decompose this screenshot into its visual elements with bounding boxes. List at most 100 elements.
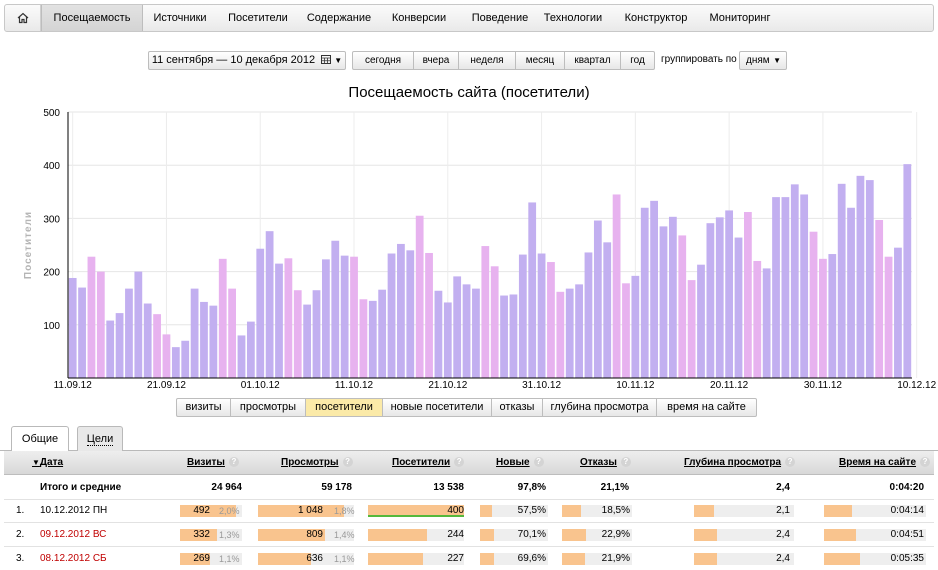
chart-bar[interactable]	[284, 258, 293, 378]
chart-bar[interactable]	[819, 258, 827, 378]
chart-bar[interactable]	[443, 302, 452, 378]
chart-bar[interactable]	[500, 295, 508, 378]
chart-bar[interactable]	[200, 301, 208, 378]
chart-bar[interactable]	[190, 288, 199, 378]
chart-bar[interactable]	[256, 248, 265, 378]
chart-bar[interactable]	[725, 210, 734, 378]
chart-bar[interactable]	[781, 197, 790, 378]
chart-bar[interactable]	[847, 207, 855, 378]
chart-bar[interactable]	[744, 212, 752, 378]
nav-item-constructor[interactable]: Конструктор	[624, 12, 688, 24]
chart-bar[interactable]	[181, 340, 190, 378]
nav-item-conversions[interactable]: Конверсии	[391, 12, 447, 24]
chart-bar[interactable]	[903, 164, 912, 378]
chart-bar[interactable]	[762, 268, 771, 378]
chart-bar[interactable]	[209, 305, 218, 378]
help-icon[interactable]: ?	[342, 457, 353, 468]
chart-bar[interactable]	[415, 215, 424, 378]
chart-bar[interactable]	[303, 304, 312, 378]
chart-bar[interactable]	[547, 262, 555, 378]
tab-goals[interactable]: Цели	[77, 426, 123, 451]
metric-depth-button[interactable]: глубина просмотра	[543, 399, 657, 416]
chart-bar[interactable]	[715, 217, 724, 378]
column-depth-header[interactable]: Глубина просмотра?	[684, 451, 796, 475]
help-icon[interactable]: ?	[785, 457, 796, 468]
column-time-header[interactable]: Время на сайте?	[839, 451, 931, 475]
chart-bar[interactable]	[134, 271, 143, 378]
chart-bar[interactable]	[659, 226, 668, 378]
chart-bar[interactable]	[481, 246, 490, 378]
chart-bar[interactable]	[359, 299, 368, 378]
chart-bar[interactable]	[312, 290, 321, 378]
chart-bar[interactable]	[565, 288, 574, 378]
date-range-picker[interactable]: 11 сентября — 10 декабря 2012 ▼	[148, 51, 346, 70]
metric-visits-button[interactable]: визиты	[177, 399, 231, 416]
period-year-button[interactable]: год	[630, 55, 645, 66]
chart-bar[interactable]	[228, 288, 236, 378]
metric-visitors-button[interactable]: посетители	[306, 399, 383, 416]
chart-bar[interactable]	[884, 256, 893, 378]
chart-bar[interactable]	[809, 231, 818, 378]
metric-views-button[interactable]: просмотры	[231, 399, 306, 416]
chart-bar[interactable]	[115, 313, 124, 378]
nav-item-behavior[interactable]: Поведение	[471, 12, 529, 24]
chart-bar[interactable]	[462, 284, 471, 378]
help-icon[interactable]: ?	[533, 457, 544, 468]
chart-bar[interactable]	[612, 194, 621, 378]
column-views-header[interactable]: Просмотры?	[281, 451, 353, 475]
tab-general[interactable]: Общие	[11, 426, 69, 452]
chart-bar[interactable]	[472, 288, 480, 378]
help-icon[interactable]: ?	[228, 457, 239, 468]
chart-bar[interactable]	[894, 247, 902, 378]
period-quarter-button[interactable]: квартал	[565, 52, 621, 69]
chart-bar[interactable]	[87, 256, 96, 378]
chart-bar[interactable]	[246, 321, 255, 378]
metric-bounces-button[interactable]: отказы	[492, 399, 543, 416]
chart-bar[interactable]	[865, 180, 874, 378]
metric-new-visitors-button[interactable]: новые посетители	[383, 399, 492, 416]
chart-bar[interactable]	[331, 240, 340, 378]
chart-bar[interactable]	[687, 280, 696, 378]
column-date-header[interactable]: ▼Дата	[32, 451, 63, 475]
chart-bar[interactable]	[425, 252, 433, 378]
chart-bar[interactable]	[350, 256, 358, 378]
chart-bar[interactable]	[603, 242, 612, 378]
chart-bar[interactable]	[434, 290, 443, 378]
chart-bar[interactable]	[668, 216, 677, 378]
chart-bar[interactable]	[453, 276, 462, 378]
chart-bar[interactable]	[368, 300, 377, 378]
chart-bar[interactable]	[518, 254, 527, 378]
chart-bar[interactable]	[640, 207, 649, 378]
column-visitors-header[interactable]: Посетители?	[392, 451, 465, 475]
chart-bar[interactable]	[293, 290, 302, 378]
chart-bar[interactable]	[678, 235, 687, 378]
nav-item-technologies[interactable]: Технологии	[543, 12, 603, 24]
chart-bar[interactable]	[837, 183, 846, 378]
group-by-select[interactable]: дням ▼	[739, 51, 787, 70]
chart-bar[interactable]	[509, 294, 518, 378]
period-today-button[interactable]: сегодня	[353, 52, 414, 69]
nav-item-attendance[interactable]: Посещаемость	[41, 5, 143, 31]
chart-bar[interactable]	[772, 197, 780, 378]
chart-bar[interactable]	[575, 284, 583, 378]
chart-bar[interactable]	[322, 259, 330, 378]
chart-bar[interactable]	[875, 219, 884, 378]
chart-bar[interactable]	[650, 200, 658, 378]
chart-bar[interactable]	[237, 335, 246, 378]
chart-bar[interactable]	[340, 255, 349, 378]
nav-item-sources[interactable]: Источники	[153, 12, 207, 24]
chart-bar[interactable]	[96, 271, 105, 378]
chart-bar[interactable]	[528, 202, 537, 378]
chart-bar[interactable]	[153, 314, 161, 378]
table-row[interactable]: 2. 09.12.2012 ВС 332 1,3% 809 1,4% 244 70,1% 22,…	[4, 523, 934, 547]
chart-bar[interactable]	[622, 283, 630, 378]
nav-item-visitors[interactable]: Посетители	[228, 12, 288, 24]
chart-bar[interactable]	[143, 303, 152, 378]
help-icon[interactable]: ?	[454, 457, 465, 468]
chart-bar[interactable]	[556, 291, 565, 378]
chart-bar[interactable]	[68, 277, 77, 378]
period-month-button[interactable]: месяц	[516, 52, 565, 69]
chart-bar[interactable]	[387, 253, 396, 378]
chart-bar[interactable]	[584, 252, 593, 378]
nav-item-content[interactable]: Содержание	[306, 12, 372, 24]
